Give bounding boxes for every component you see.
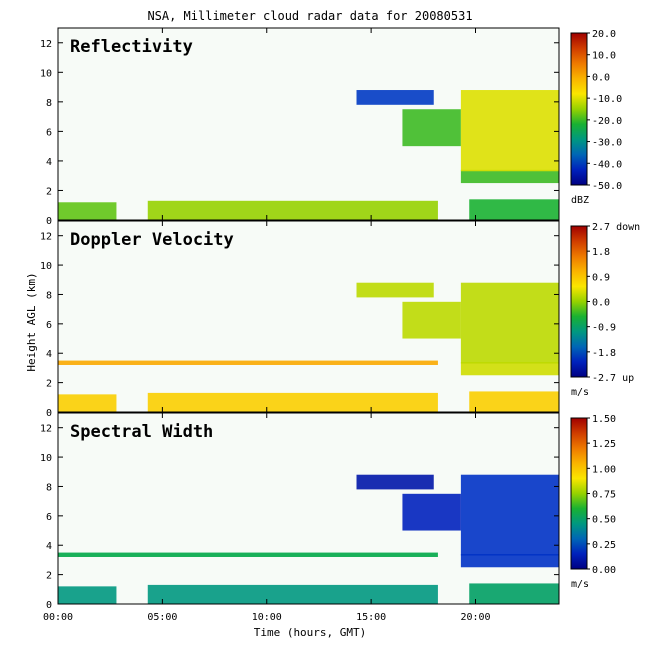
y-tick-label: 6 <box>46 320 52 331</box>
data-region <box>147 584 438 604</box>
y-tick-label: 0 <box>46 408 52 419</box>
colorbar-label: 1.50 <box>592 414 616 425</box>
colorbar-label: 0.0 <box>592 72 610 83</box>
x-tick-label: 05:00 <box>147 612 177 623</box>
data-region <box>356 90 434 105</box>
y-tick-label: 12 <box>40 39 52 50</box>
data-region <box>460 282 559 364</box>
panel-0: 0 2 4 6 8 10 12 Reflectivity 20.0 10.0 0.0 -10.0 -20… <box>40 27 622 227</box>
data-region <box>356 474 434 490</box>
plot-frame <box>57 27 560 221</box>
y-axis-label: Height AGL (km) <box>25 272 38 371</box>
data-region <box>58 552 438 557</box>
data-region <box>147 392 438 412</box>
data-region <box>469 199 559 220</box>
colorbar-label: -1.8 <box>592 348 616 359</box>
data-region <box>460 554 559 568</box>
colorbar-label: -50.0 <box>592 181 622 192</box>
y-tick-label: 8 <box>46 98 52 109</box>
colorbar-label: -40.0 <box>592 159 622 170</box>
x-tick-label: 10:00 <box>252 612 282 623</box>
colorbar-label: -20.0 <box>592 116 622 127</box>
colorbar-label: 1.00 <box>592 464 616 475</box>
colorbar-label: 0.0 <box>592 298 610 309</box>
colorbar-label: 10.0 <box>592 51 616 62</box>
data-region <box>147 200 438 220</box>
colorbar-label: 0.00 <box>592 565 616 576</box>
colorbar-label: -0.9 <box>592 323 616 334</box>
y-tick-label: 10 <box>40 261 52 272</box>
data-region <box>58 586 117 604</box>
y-tick-label: 8 <box>46 290 52 301</box>
data-region <box>402 109 461 147</box>
data-region <box>402 493 461 531</box>
colorbar <box>570 417 588 570</box>
y-tick-label: 0 <box>46 216 52 227</box>
colorbar-label: -10.0 <box>592 94 622 105</box>
y-tick-label: 4 <box>46 349 52 360</box>
colorbar-unit: dBZ <box>571 195 589 206</box>
y-tick-label: 6 <box>46 512 52 523</box>
y-tick-label: 2 <box>46 379 52 390</box>
data-region <box>469 391 559 412</box>
panel-title: Doppler Velocity <box>70 230 234 250</box>
colorbar-label: 0.75 <box>592 490 616 501</box>
panel-1: 0 2 4 6 8 10 12 Doppler Velocity 2.7 down 1.8 0.9 0… <box>40 220 640 419</box>
colorbar-label: 1.25 <box>592 439 616 450</box>
data-region <box>460 474 559 556</box>
y-tick-label: 2 <box>46 571 52 582</box>
data-region <box>356 282 434 298</box>
y-tick-label: 4 <box>46 157 52 168</box>
plot-frame <box>57 412 560 605</box>
panel-title: Reflectivity <box>70 37 193 57</box>
x-tick-label: 20:00 <box>460 612 490 623</box>
data-region <box>460 90 559 172</box>
y-tick-label: 10 <box>40 453 52 464</box>
data-region <box>469 583 559 604</box>
data-region <box>58 202 117 220</box>
x-tick-label: 00:00 <box>43 612 73 623</box>
data-region <box>460 362 559 376</box>
y-tick-label: 12 <box>40 232 52 243</box>
colorbar-label: 2.7 down <box>592 222 640 233</box>
colorbar-label: 0.25 <box>592 540 616 551</box>
colorbar-label: 0.50 <box>592 515 616 526</box>
y-tick-label: 10 <box>40 68 52 79</box>
panel-2: 0 2 4 6 8 10 12 Spectral Width 1.50 1.25 1.00 0.75 0… <box>40 412 616 623</box>
y-tick-label: 12 <box>40 424 52 435</box>
data-region <box>58 394 117 412</box>
y-tick-label: 0 <box>46 600 52 611</box>
data-region <box>402 301 461 339</box>
colorbar-label: -2.7 up <box>592 373 634 384</box>
plot-frame <box>57 220 560 413</box>
x-axis-label: Time (hours, GMT) <box>254 626 367 639</box>
y-tick-label: 6 <box>46 127 52 138</box>
colorbar-label: -30.0 <box>592 138 622 149</box>
colorbar-unit: m/s <box>571 579 589 590</box>
y-tick-label: 4 <box>46 541 52 552</box>
colorbar <box>570 225 588 378</box>
colorbar-label: 20.0 <box>592 29 616 40</box>
y-tick-label: 8 <box>46 482 52 493</box>
panel-title: Spectral Width <box>70 422 213 442</box>
y-tick-label: 2 <box>46 186 52 197</box>
data-region <box>460 169 559 184</box>
colorbar-unit: m/s <box>571 387 589 398</box>
colorbar-label: 0.9 <box>592 272 610 283</box>
figure-title: NSA, Millimeter cloud radar data for 200… <box>147 9 472 23</box>
colorbar-label: 1.8 <box>592 247 610 258</box>
data-region <box>58 360 438 365</box>
x-tick-label: 15:00 <box>356 612 386 623</box>
colorbar <box>570 32 588 186</box>
